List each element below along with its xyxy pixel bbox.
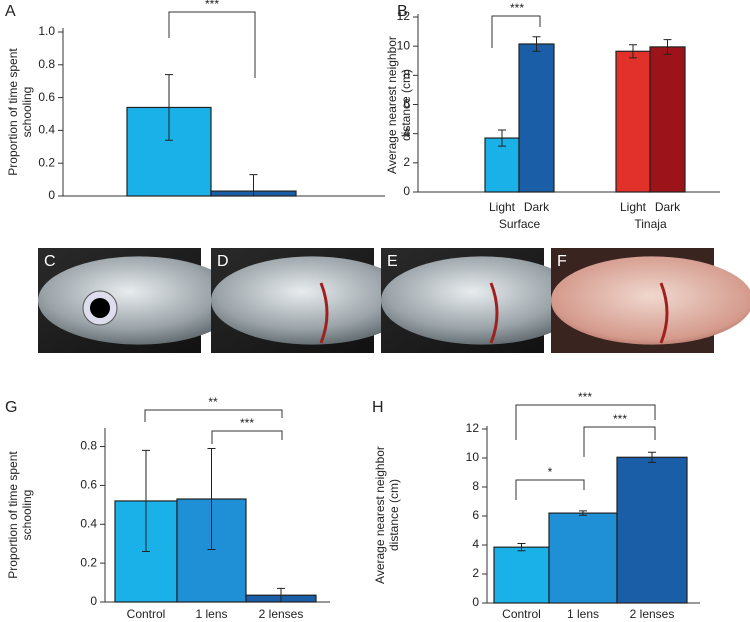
fish-pupil — [90, 298, 110, 318]
y-tick-label: 0.4 — [38, 123, 55, 137]
y-tick-label: 0.2 — [80, 555, 97, 569]
y-tick-label: 1.0 — [38, 24, 55, 38]
y-tick-label: 0 — [472, 595, 479, 609]
significance-label: * — [548, 465, 553, 479]
panel-label: E — [387, 253, 398, 270]
significance-label: ** — [208, 395, 218, 409]
bar — [649, 46, 686, 193]
y-tick-label: 8 — [472, 479, 479, 493]
x-tick-label: Dark — [524, 200, 550, 214]
panel-label: C — [44, 253, 56, 270]
bar — [615, 50, 651, 193]
significance-bracket — [583, 426, 656, 457]
y-axis-label: distance (cm) — [399, 69, 413, 141]
panel-label: D — [217, 253, 229, 270]
y-tick-label: 6 — [403, 97, 410, 111]
error-bar — [532, 36, 541, 52]
error-bar — [663, 39, 672, 55]
significance-bracket — [491, 15, 541, 48]
y-tick-label: 2 — [472, 566, 479, 580]
fish-body — [551, 256, 750, 345]
x-tick-label: 2 lenses — [259, 607, 304, 621]
fish-gill — [489, 282, 499, 344]
y-tick-label: 10 — [466, 450, 480, 464]
y-tick-label: 0.2 — [38, 155, 55, 169]
y-axis-label: distance (cm) — [387, 479, 401, 551]
bar — [493, 546, 550, 604]
fish-body — [38, 256, 241, 345]
group-label: Surface — [499, 217, 541, 231]
y-axis-label: Proportion of time spent — [6, 48, 20, 176]
panel-label: A — [5, 3, 16, 20]
significance-bracket — [515, 479, 585, 500]
y-tick-label: 0.8 — [38, 57, 55, 71]
group-label: Tinaja — [634, 217, 667, 231]
x-tick-label: 1 lens — [567, 607, 599, 621]
y-tick-label: 8 — [403, 68, 410, 82]
x-tick-label: 2 lenses — [630, 607, 675, 621]
x-tick-label: Control — [127, 607, 166, 621]
error-bar — [517, 543, 526, 552]
panel-label: G — [5, 399, 17, 416]
x-tick-label: Dark — [655, 200, 681, 214]
y-tick-label: 2 — [403, 155, 410, 169]
panel-label: F — [557, 253, 567, 270]
photo-row: C D E F — [38, 248, 750, 353]
x-tick-label: Light — [620, 200, 647, 214]
fish-body — [211, 256, 414, 345]
significance-label: *** — [613, 412, 627, 426]
bar — [518, 43, 555, 193]
error-bar — [498, 129, 506, 147]
y-tick-label: 0 — [403, 184, 410, 198]
x-tick-label: Light — [489, 200, 516, 214]
y-axis-label: schooling — [20, 87, 34, 138]
y-tick-label: 10 — [397, 38, 411, 52]
error-bar — [629, 44, 637, 59]
y-axis-label: Average nearest neighbor — [373, 446, 387, 584]
y-tick-label: 0.6 — [38, 90, 55, 104]
y-tick-label: 12 — [466, 421, 480, 435]
panel-label: H — [372, 399, 384, 416]
y-tick-label: 0 — [90, 594, 97, 608]
y-axis-label: Proportion of time spent — [6, 451, 20, 579]
y-tick-label: 6 — [472, 508, 479, 522]
fish-gill — [659, 282, 669, 344]
y-tick-label: 4 — [403, 126, 410, 140]
panel-label: B — [397, 3, 408, 20]
fish-gill — [319, 282, 329, 344]
y-axis-label: Average nearest neighbor — [385, 36, 399, 174]
significance-label: *** — [578, 390, 592, 404]
error-bar — [207, 447, 216, 551]
bar — [548, 512, 618, 604]
y-tick-label: 0.8 — [80, 439, 97, 453]
error-bar — [277, 587, 285, 603]
y-tick-label: 12 — [397, 9, 411, 23]
significance-label: *** — [205, 0, 219, 11]
significance-label: *** — [240, 416, 254, 430]
error-bar — [249, 174, 258, 197]
y-tick-label: 0.4 — [80, 516, 97, 530]
fish-body — [381, 256, 584, 345]
x-tick-label: Control — [502, 607, 541, 621]
significance-bracket — [144, 409, 283, 422]
error-bar — [579, 510, 587, 516]
bar — [616, 456, 688, 604]
error-bar — [648, 451, 656, 463]
error-bar — [165, 74, 173, 141]
error-bar — [142, 449, 150, 552]
x-tick-label: 1 lens — [195, 607, 227, 621]
y-tick-label: 0.6 — [80, 478, 97, 492]
y-tick-label: 4 — [472, 537, 479, 551]
significance-bracket — [515, 404, 656, 440]
y-axis-label: schooling — [20, 490, 34, 541]
significance-label: *** — [510, 1, 524, 15]
significance-bracket — [211, 430, 283, 444]
significance-bracket — [168, 11, 256, 78]
y-tick-label: 0 — [48, 188, 55, 202]
